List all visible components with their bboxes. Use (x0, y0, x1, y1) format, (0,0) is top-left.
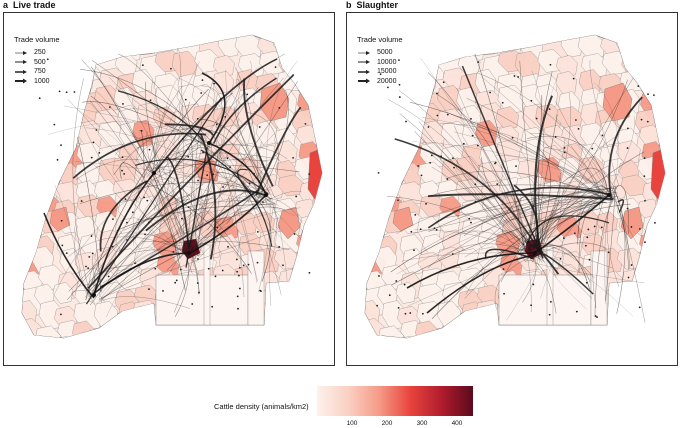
panel-b-legend: Trade volume 5000 10000 15000 20000 (357, 35, 403, 86)
arrow-icon (15, 78, 27, 84)
panel-b-legend-label: 20000 (377, 77, 397, 85)
colorbar-tick: 300 (416, 420, 428, 427)
panel-a-legend-label: 1000 (34, 77, 50, 85)
panel-b-map (364, 34, 666, 339)
colorbar (317, 386, 473, 416)
panel-a-legend-label: 750 (34, 68, 46, 76)
panel-a-title: a Live trade (3, 0, 56, 10)
panel-a-legend-title: Trade volume (14, 35, 60, 44)
panel-a-legend-label: 250 (34, 49, 46, 57)
arrow-icon (15, 60, 27, 65)
colorbar-tick: 100 (346, 420, 358, 427)
panel-a-legend-row: 750 (14, 67, 60, 77)
panel-b-letter: b (346, 0, 352, 10)
panel-a-legend-row: 500 (14, 58, 60, 68)
panel-b-legend-label: 5000 (377, 49, 393, 57)
panel-b-title-text: Slaughter (356, 0, 399, 10)
arrow-icon (15, 50, 27, 55)
panel-a-map (21, 34, 323, 339)
arrow-icon (358, 60, 370, 65)
panel-a-legend-label: 500 (34, 58, 46, 66)
colorbar-tick: 400 (451, 420, 463, 427)
panel-b-legend-row: 20000 (357, 77, 403, 87)
panel-b-legend-label: 15000 (377, 68, 397, 76)
panel-a-legend-row: 250 (14, 48, 60, 58)
panel-b-legend-row: 5000 (357, 48, 403, 58)
colorbar-tick: 200 (381, 420, 393, 427)
panel-b-legend-title: Trade volume (357, 35, 403, 44)
panel-a-legend-row: 1000 (14, 77, 60, 87)
panel-b-title: b Slaughter (346, 0, 398, 10)
panel-a-legend: Trade volume 250 500 750 1000 (14, 35, 60, 86)
arrow-icon (358, 50, 370, 55)
panel-b-map-frame: Trade volume 5000 10000 15000 20000 (346, 12, 678, 366)
panel-b-legend-row: 15000 (357, 67, 403, 77)
panel-a-letter: a (3, 0, 9, 10)
colorbar-label: Cattle density (animals/km2) (214, 402, 309, 411)
panel-b-legend-label: 10000 (377, 58, 397, 66)
arrow-icon (358, 69, 370, 74)
arrow-icon (358, 78, 370, 84)
panel-a-map-frame: Trade volume 250 500 750 1000 (3, 12, 335, 366)
arrow-icon (15, 69, 27, 74)
panel-b-legend-row: 10000 (357, 58, 403, 68)
panel-a-title-text: Live trade (13, 0, 56, 10)
